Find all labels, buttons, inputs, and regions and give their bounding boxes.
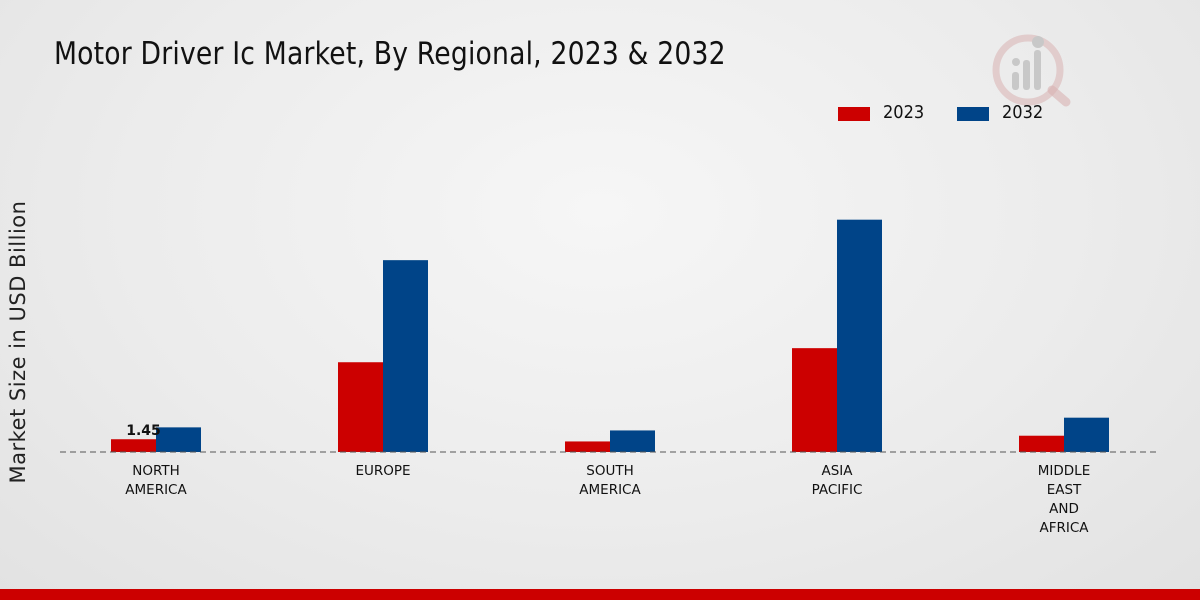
x-tick-labels: NORTH AMERICA EUROPE SOUTH AMERICA ASIA PACIFI… — [125, 463, 1090, 536]
bar-2023-3 — [792, 348, 837, 452]
bar-2032-0 — [156, 427, 201, 452]
bar-2032-4 — [1064, 417, 1109, 452]
bars-group — [111, 219, 1109, 452]
data-label-0: 1.45 — [126, 423, 161, 439]
data-labels: 1.45 — [126, 423, 161, 439]
bar-2032-1 — [383, 260, 428, 452]
legend-label-2023: 2023 — [883, 102, 925, 123]
bar-2023-2 — [565, 441, 610, 452]
bar-2023-0 — [111, 439, 156, 452]
x-tick-label-4: MIDDLE EAST AND AFRICA — [1038, 463, 1090, 536]
footer-accent-bar — [0, 589, 1200, 600]
legend-swatch-2023 — [838, 107, 870, 121]
x-tick-label-0: NORTH AMERICA — [125, 463, 187, 498]
watermark-logo-icon — [990, 28, 1074, 112]
x-tick-label-2: SOUTH AMERICA — [579, 463, 641, 498]
bar-2032-3 — [837, 219, 882, 452]
bar-2032-2 — [610, 430, 655, 452]
bar-2023-4 — [1019, 435, 1064, 452]
bar-2023-1 — [338, 362, 383, 452]
chart-title: Motor Driver Ic Market, By Regional, 202… — [54, 36, 726, 72]
x-tick-label-1: EUROPE — [355, 463, 410, 479]
legend-swatch-2032 — [957, 107, 989, 121]
x-tick-label-3: ASIA PACIFIC — [812, 463, 863, 498]
legend-label-2032: 2032 — [1002, 102, 1044, 123]
